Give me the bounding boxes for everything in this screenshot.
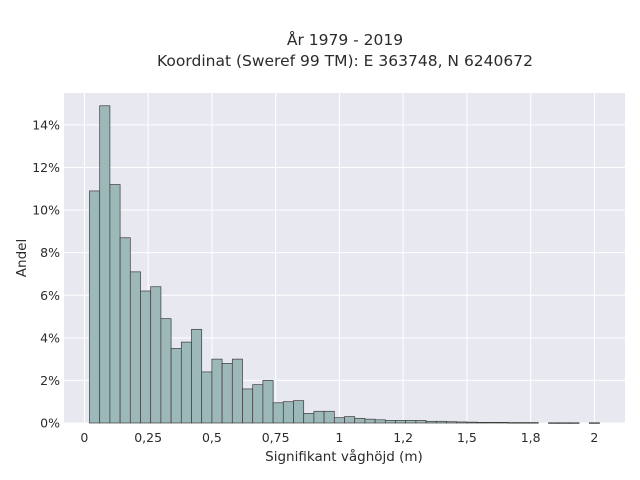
histogram-bar [160,318,172,424]
histogram-bar [293,400,305,424]
x-tick-label: 1,2 [393,430,413,445]
histogram-bar [558,422,570,424]
y-tick-label: 4% [40,330,60,345]
chart-subtitle: Koordinat (Sweref 99 TM): E 363748, N 62… [157,52,533,70]
histogram-bar [446,421,458,424]
histogram-bar [548,422,560,424]
histogram-bar [466,421,478,424]
histogram-bar [170,348,182,424]
y-tick-label: 2% [40,373,60,388]
histogram-bar [272,402,284,424]
x-tick-label: 0,5 [202,430,222,445]
histogram-bar [119,237,131,424]
histogram-bar [323,410,335,424]
histogram-bar [507,422,519,424]
histogram-bar [384,420,396,424]
histogram-bar [150,286,162,424]
x-tick-label: 0 [80,430,88,445]
histogram-bar [497,422,509,424]
histogram-bar [344,416,356,424]
histogram-bar [588,422,600,424]
histogram-bar [180,341,192,424]
histogram-bar [354,417,366,424]
histogram-bar [282,401,294,424]
histogram-bar [201,371,213,424]
histogram-bar [191,328,203,424]
histogram-bar [129,271,141,424]
histogram-bar [456,421,468,424]
histogram-bar [435,420,447,424]
histogram-bar [415,420,427,424]
y-axis-label: Andel [14,239,30,277]
histogram-bar [221,363,233,424]
x-tick-label: 0,25 [134,430,162,445]
y-tick-label: 8% [40,245,60,260]
histogram-bar [252,384,264,424]
histogram-bars [89,105,600,424]
histogram-bar [517,422,529,424]
histogram-bar [231,358,243,424]
y-tick-label: 0% [40,416,60,431]
histogram-bar [242,388,254,424]
histogram-bar [374,419,386,424]
histogram-bar [364,418,376,424]
y-tick-label: 14% [32,117,60,132]
histogram-bar [89,190,101,424]
histogram-bar [476,422,488,424]
x-axis-ticks: 0 0,25 0,5 0,75 1 1,2 1,5 1,8 2 [80,430,598,445]
histogram-bar [405,420,417,424]
histogram-bar [333,417,345,424]
histogram-bar [486,422,498,424]
histogram-bar [395,420,407,424]
histogram-bar [303,413,315,424]
x-tick-label: 1,8 [521,430,541,445]
histogram-bar [313,410,325,424]
y-axis-ticks: 0% 2% 4% 6% 8% 10% 12% 14% [32,117,60,430]
histogram-bar [262,380,274,424]
x-tick-label: 2 [590,430,598,445]
histogram-bar [568,422,580,424]
x-axis-label: Signifikant våghöjd (m) [265,448,423,465]
y-tick-label: 6% [40,288,60,303]
histogram-bar [527,422,539,424]
y-tick-label: 12% [32,160,60,175]
histogram-bar [140,290,152,424]
x-tick-label: 1,5 [457,430,477,445]
histogram-bar [99,105,111,424]
y-tick-label: 10% [32,203,60,218]
x-tick-label: 0,75 [262,430,290,445]
x-tick-label: 1 [335,430,343,445]
histogram-bar [109,184,121,424]
histogram-bar [211,358,223,424]
histogram-bar [425,420,437,424]
chart-title: År 1979 - 2019 [287,30,403,49]
